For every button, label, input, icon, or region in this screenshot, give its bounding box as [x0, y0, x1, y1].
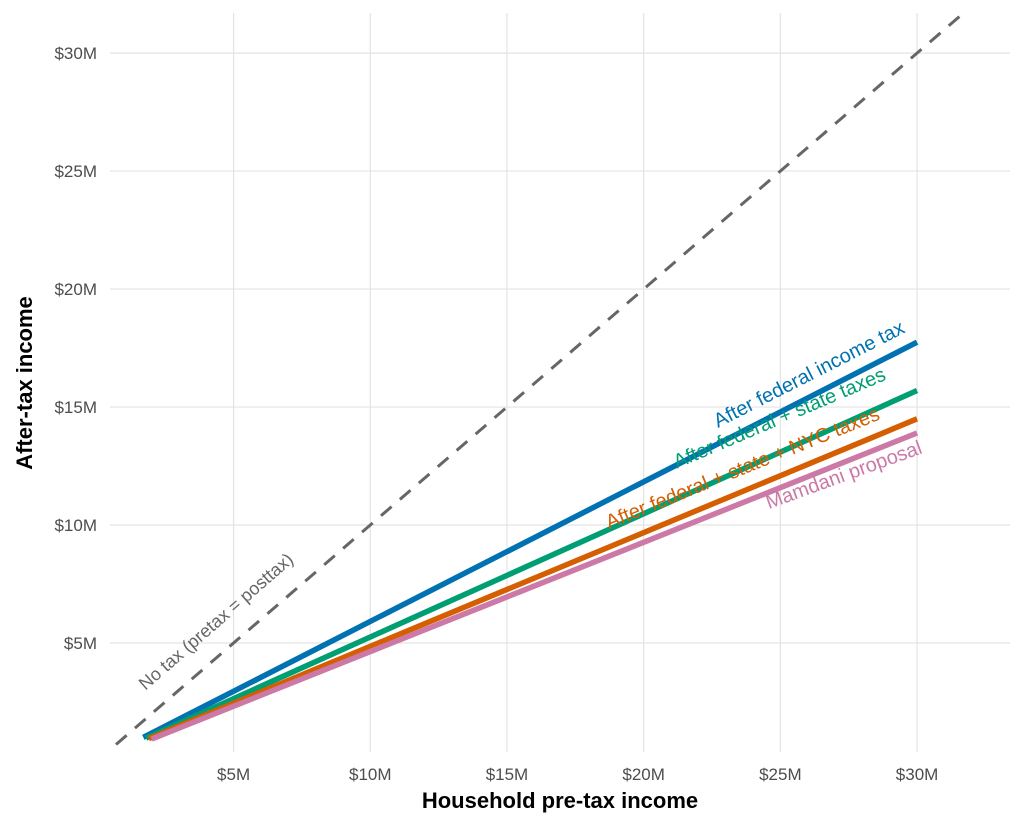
series-line	[142, 339, 919, 740]
series-labels: No tax (pretax = posttax)After federal i…	[135, 317, 925, 694]
grid	[110, 13, 1010, 752]
y-tick-label: $15M	[54, 398, 97, 417]
series-line	[150, 430, 919, 742]
y-tick-label: $30M	[54, 44, 97, 63]
y-tick-label: $10M	[54, 516, 97, 535]
x-tick-label: $5M	[217, 765, 250, 784]
y-axis-label: After-tax income	[12, 296, 37, 470]
x-tick-label: $15M	[486, 765, 529, 784]
y-tick-label: $5M	[64, 634, 97, 653]
y-tick-label: $20M	[54, 280, 97, 299]
tick-labels: $5M $10M $15M $20M $25M $30M $5M $10M $15M $20M $2…	[54, 44, 938, 784]
x-tick-label: $10M	[349, 765, 392, 784]
series-line	[147, 416, 919, 742]
y-tick-label: $25M	[54, 162, 97, 181]
series-line	[144, 388, 919, 741]
x-tick-label: $20M	[622, 765, 665, 784]
x-tick-label: $25M	[759, 765, 802, 784]
x-axis-label: Household pre-tax income	[422, 788, 698, 813]
series-lines	[115, 14, 962, 746]
x-tick-label: $30M	[896, 765, 939, 784]
no-tax-reference-line	[115, 14, 962, 746]
